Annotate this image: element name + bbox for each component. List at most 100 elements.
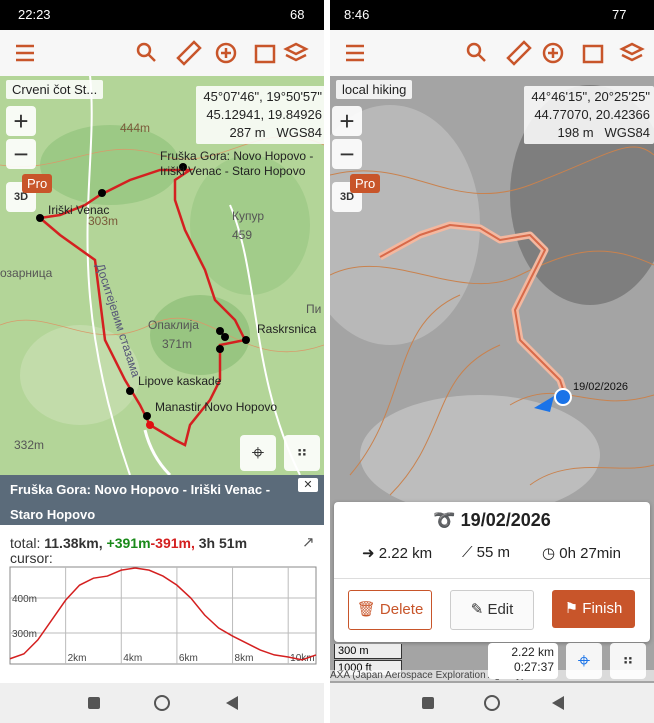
decoration: [349, 294, 461, 476]
pro-badge[interactable]: Pro: [22, 174, 53, 193]
back-button[interactable]: [226, 696, 238, 710]
decoration: [146, 421, 154, 429]
toolbar: [330, 30, 654, 76]
nav-bar: [330, 683, 654, 723]
card-ascent: ⟋ 55 m: [462, 544, 511, 561]
map-label: озарница: [0, 266, 53, 280]
datum: WGS84: [604, 125, 650, 140]
more-button[interactable]: ⠶: [610, 643, 646, 679]
ruler-button[interactable]: [506, 40, 532, 66]
distance-value: 2.22 km: [378, 545, 433, 562]
map-label: Manastir Novo Hopovo: [155, 400, 277, 414]
layer-name[interactable]: Crveni čot St...: [6, 80, 104, 99]
zoom-in[interactable]: +: [6, 106, 36, 136]
status-time: 8:46: [344, 7, 370, 22]
finish-label: Finish: [582, 600, 623, 617]
home-button[interactable]: [154, 695, 170, 711]
layer-name[interactable]: local hiking: [336, 80, 413, 99]
recents-button[interactable]: [88, 697, 100, 709]
map-label: Lipove kaskade: [138, 374, 222, 388]
decoration: [221, 333, 229, 341]
decoration: [346, 40, 645, 66]
decoration: [229, 204, 301, 475]
home-button[interactable]: [484, 695, 500, 711]
decoration: [36, 214, 44, 222]
map-label: Пи: [306, 302, 321, 316]
distance: 11.38km,: [44, 535, 103, 551]
coords-box: 44°46'15", 20°25'25" 44.77070, 20.42366 …: [524, 86, 654, 144]
map-label: Опаклија: [148, 318, 199, 332]
layers-button[interactable]: [283, 42, 309, 62]
decoration: [466, 42, 482, 58]
map-label: 371m: [162, 337, 192, 351]
decoration: [221, 48, 231, 58]
status-bar: 8:46 77: [330, 0, 654, 30]
zoom-out[interactable]: −: [332, 139, 362, 169]
decoration: [389, 344, 501, 496]
ascent-value: 55 m: [476, 544, 511, 561]
ruler-button[interactable]: [176, 40, 202, 66]
waypoints: [36, 163, 250, 429]
card-date-row: ➰ 19/02/2026: [334, 510, 650, 531]
elevation: 287 m: [229, 125, 266, 140]
menu-button[interactable]: [16, 44, 34, 62]
position-label: 19/02/2026: [573, 381, 628, 393]
decoration: [330, 105, 480, 345]
locate-button[interactable]: ⌖: [566, 643, 602, 679]
back-button[interactable]: [552, 696, 564, 710]
elevation-datum: 287 m WGS84: [200, 124, 323, 142]
map-pin-button[interactable]: [582, 44, 604, 64]
decoration: [143, 412, 151, 420]
badge-time: 0:27:37: [513, 660, 554, 674]
coords-decimal: 45.12941, 19.84926: [206, 107, 322, 122]
map-label: Fruška Gora: Novo Hopovo -: [160, 149, 313, 163]
battery-level: 68: [290, 7, 305, 22]
edit-label: Edit: [487, 601, 514, 618]
decoration: [126, 387, 134, 395]
layers-button[interactable]: [619, 42, 645, 62]
decoration: [98, 189, 106, 197]
delete-button[interactable]: 🗑 Delete: [348, 590, 432, 630]
map-label: Iriški Venac: [48, 203, 109, 217]
decoration: [529, 464, 654, 486]
left-phone: 444m Fruška Gora: Novo Hopovo - Iriški V…: [0, 0, 324, 723]
decoration: [136, 42, 152, 58]
nav-bar: [0, 683, 324, 723]
search-button[interactable]: [466, 42, 486, 62]
card-date: 19/02/2026: [460, 510, 551, 530]
recents-button[interactable]: [422, 697, 434, 709]
share-button[interactable]: ↗: [302, 534, 315, 551]
elevation: 198 m: [557, 125, 594, 140]
decoration: [147, 53, 156, 62]
coords-box: 45°07'46", 19°50'57" 45.12941, 19.84926 …: [196, 86, 324, 144]
zoom-out[interactable]: −: [6, 139, 36, 169]
divider: [334, 578, 650, 579]
decoration: [242, 336, 250, 344]
close-button[interactable]: ✕: [298, 478, 318, 492]
decoration: [330, 250, 654, 285]
map-label: 332m: [14, 438, 44, 452]
more-button[interactable]: ⠶: [284, 435, 320, 471]
add-button[interactable]: [215, 42, 237, 64]
map-label: 303m: [88, 214, 118, 228]
decoration: [143, 429, 172, 475]
search-button[interactable]: [136, 42, 156, 62]
add-button[interactable]: [542, 42, 564, 64]
coords-dms: 45°07'46", 19°50'57": [203, 89, 322, 104]
pro-badge[interactable]: Pro: [350, 174, 381, 193]
locate-button[interactable]: ⌖: [240, 435, 276, 471]
menu-button[interactable]: [346, 44, 364, 62]
recording-badge[interactable]: 2.22 km 0:27:37: [488, 643, 558, 679]
zoom-in[interactable]: +: [332, 106, 362, 136]
duration: 3h 51m: [198, 535, 248, 551]
duration-value: 0h 27min: [559, 545, 621, 562]
edit-button[interactable]: ✎ Edit: [450, 590, 534, 630]
ascent: +391m: [106, 535, 151, 551]
map-pin-button[interactable]: [254, 44, 276, 64]
card-duration: ◷ 0h 27min: [542, 545, 621, 562]
finish-button[interactable]: ⚑ Finish: [552, 590, 635, 628]
decoration: [0, 317, 324, 353]
map-label: Raskrsnica: [257, 322, 317, 336]
status-time: 22:23: [18, 7, 51, 22]
